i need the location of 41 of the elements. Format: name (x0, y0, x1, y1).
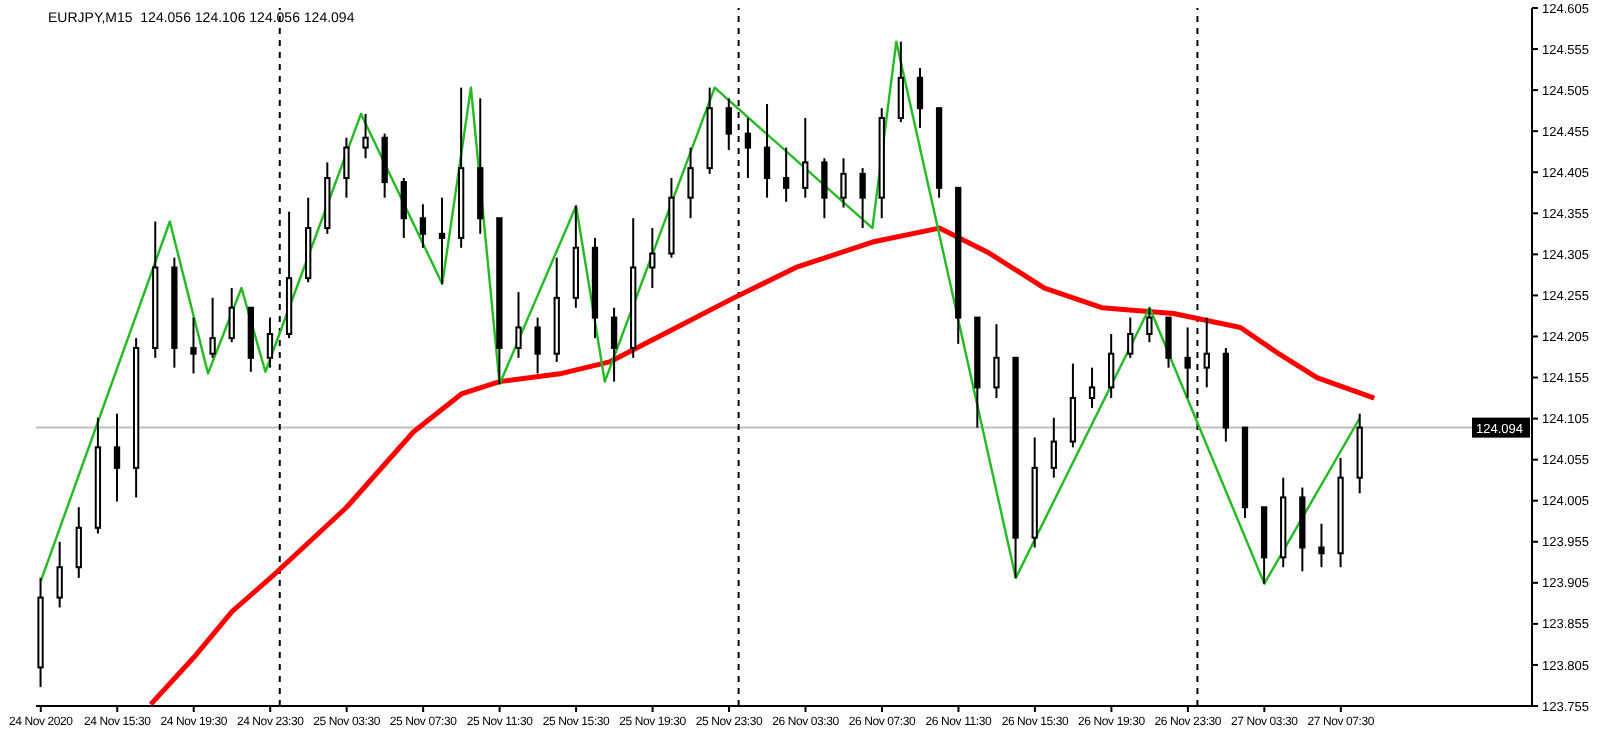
candlestick (687, 146, 694, 220)
candlestick (515, 291, 522, 359)
candlestick (266, 316, 274, 369)
candlestick (744, 117, 752, 179)
candlestick (75, 506, 82, 579)
candlestick (1318, 522, 1325, 569)
candlestick (1184, 326, 1191, 400)
candlestick (1108, 333, 1115, 400)
candlestick (190, 316, 197, 375)
candlestick (1165, 316, 1172, 369)
candlestick (438, 196, 446, 285)
candlestick (1203, 316, 1210, 389)
candlestick (419, 203, 427, 249)
candlestick (381, 132, 388, 199)
candlestick (1127, 316, 1134, 359)
candlestick (897, 40, 905, 124)
candlestick (1088, 366, 1096, 409)
candlestick (993, 323, 1000, 400)
candlestick (343, 136, 350, 199)
candlestick (362, 112, 369, 160)
candlestick (840, 157, 847, 209)
candlestick (783, 146, 790, 203)
candlestick (534, 316, 541, 375)
candlestick (725, 97, 732, 152)
line-series (39, 40, 1362, 585)
candlestick (209, 296, 216, 359)
line-series (148, 225, 1377, 706)
candlestick (802, 117, 809, 199)
candlestick (1146, 306, 1153, 344)
candlestick (56, 540, 63, 609)
candlestick (1069, 362, 1077, 449)
candlestick (763, 103, 771, 199)
candlestick (113, 412, 121, 503)
candlestick (228, 287, 235, 344)
candlestick (610, 306, 618, 383)
candlestick (859, 167, 866, 230)
candlestick (1050, 416, 1057, 479)
candlestick (821, 157, 828, 220)
candlestick (400, 176, 407, 239)
candlestick (916, 66, 924, 129)
candlestick (649, 227, 656, 290)
